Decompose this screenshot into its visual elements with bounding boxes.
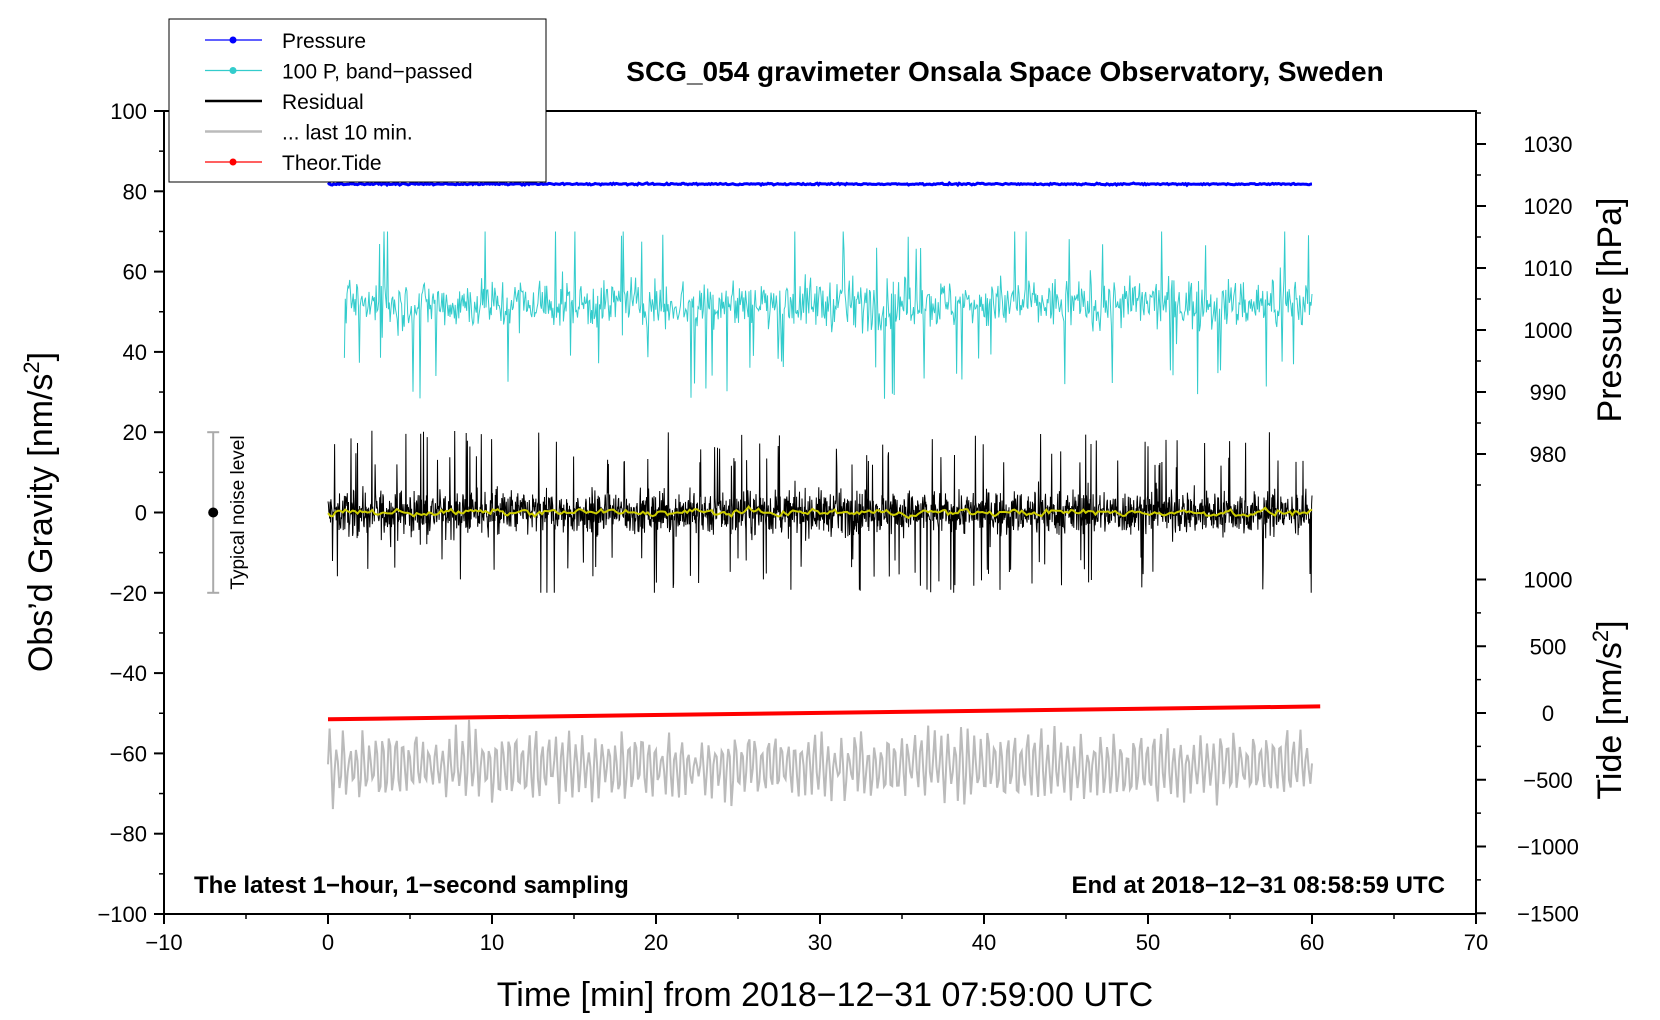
x-tick-label: 20 <box>644 930 668 955</box>
legend-label: 100 P, band−passed <box>282 61 473 84</box>
series-residual-line <box>327 430 1313 593</box>
tide-tick-label: 500 <box>1530 634 1567 659</box>
x-tick-label: 40 <box>972 930 996 955</box>
x-tick-label: 60 <box>1300 930 1324 955</box>
pressure-tick-label: 990 <box>1530 380 1567 405</box>
y-axis-title-tide-end: ] <box>1591 620 1629 629</box>
y-axis-title-left-sup: 2 <box>19 361 44 373</box>
series-last-10-min-line <box>327 719 1313 810</box>
tide-tick-label: −1500 <box>1517 901 1579 926</box>
y-axis-title-tide: Tide [nm/s2] <box>1588 620 1629 799</box>
y-tick-label: −60 <box>110 741 147 766</box>
pressure-tick-label: 1000 <box>1524 318 1573 343</box>
x-tick-label: 70 <box>1464 930 1488 955</box>
y-tick-label: 20 <box>123 420 147 445</box>
pressure-tick-label: 1020 <box>1524 194 1573 219</box>
y-tick-label: 40 <box>123 340 147 365</box>
series-theor-tide-line <box>327 704 1321 722</box>
noise-level-label: Typical noise level <box>228 435 249 589</box>
y-tick-label: −20 <box>110 581 147 606</box>
annotation-end-time: End at 2018−12−31 08:58:59 UTC <box>1071 872 1445 899</box>
series-pressure-line <box>326 180 1313 188</box>
tide-tick-label: 0 <box>1542 701 1554 726</box>
legend-label: ... last 10 min. <box>282 122 413 145</box>
legend: Pressure 100 P, band−passed Residual ... la… <box>168 18 547 183</box>
y-tick-label: −100 <box>97 902 147 927</box>
y-axis-title-left-end: ] <box>22 352 60 361</box>
x-tick-label: 50 <box>1136 930 1160 955</box>
legend-label: Theor.Tide <box>282 152 382 175</box>
y-tick-label: 100 <box>110 99 147 124</box>
x-tick-label: 30 <box>808 930 832 955</box>
y-axis-title-pressure: Pressure [hPa] <box>1591 198 1629 423</box>
legend-marker <box>229 158 237 166</box>
legend-marker <box>229 67 237 74</box>
y-axis-title-left-main: Obs’d Gravity [nm/s <box>22 374 60 673</box>
series-residual-smoothed-line <box>327 504 1313 520</box>
y-tick-label: −80 <box>110 822 147 847</box>
pressure-tick-label: 980 <box>1530 442 1567 467</box>
x-tick-label: −10 <box>145 930 182 955</box>
x-tick-label: 0 <box>322 930 334 955</box>
y-axis-title-left: Obs’d Gravity [nm/s2] <box>19 352 60 672</box>
tide-tick-label: 1000 <box>1524 568 1573 593</box>
chart-title: SCG_054 gravimeter Onsala Space Observat… <box>626 56 1383 87</box>
pressure-tick-label: 1030 <box>1524 132 1573 157</box>
pressure-tick-label: 1010 <box>1524 256 1573 281</box>
y-tick-label: −40 <box>110 661 147 686</box>
legend-marker <box>229 36 237 44</box>
tide-tick-label: −1000 <box>1517 835 1579 860</box>
y-tick-label: 0 <box>135 501 147 526</box>
x-axis-title: Time [min] from 2018−12−31 07:59:00 UTC <box>497 976 1153 1014</box>
y-axis-title-tide-sup: 2 <box>1588 630 1613 642</box>
legend-label: Pressure <box>282 30 366 53</box>
noise-bar-center-dot <box>208 507 219 518</box>
y-tick-label: 60 <box>123 260 147 285</box>
series-bandpassed-line <box>343 231 1313 399</box>
tide-tick-label: −500 <box>1523 768 1573 793</box>
x-tick-label: 10 <box>480 930 504 955</box>
legend-label: Residual <box>282 91 364 114</box>
y-tick-label: 80 <box>123 179 147 204</box>
annotation-sampling: The latest 1−hour, 1−second sampling <box>194 872 629 899</box>
y-axis-title-tide-main: Tide [nm/s <box>1591 642 1629 799</box>
